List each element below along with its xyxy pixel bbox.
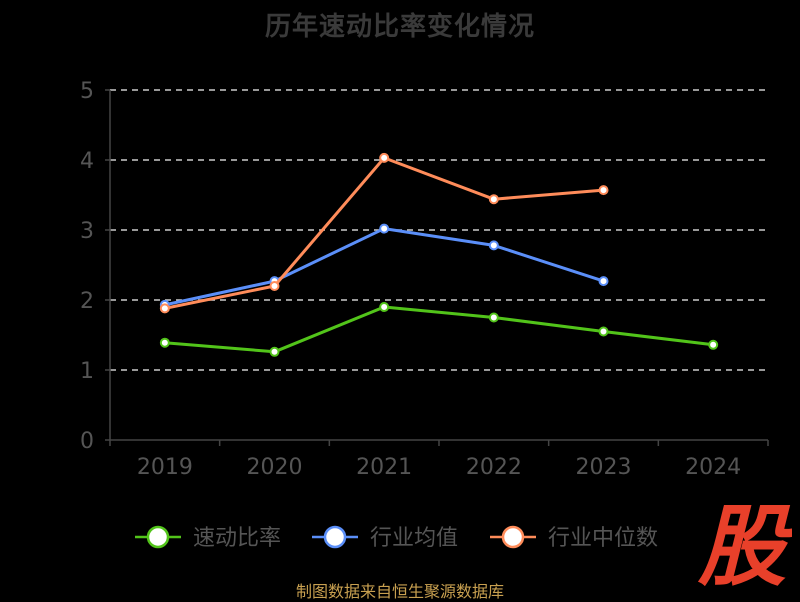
- y-tick-label: 2: [80, 289, 94, 314]
- legend-label: 行业均值: [370, 526, 458, 551]
- data-point: [379, 302, 390, 312]
- source-note: 制图数据来自恒生聚源数据库: [295, 582, 504, 601]
- chart-title: 历年速动比率变化情况: [264, 12, 535, 42]
- data-point: [488, 194, 499, 205]
- legend: 速动比率 行业均值 行业中位数: [135, 525, 658, 551]
- data-point: [598, 326, 609, 337]
- grid-lines: [110, 89, 768, 371]
- data-point: [159, 303, 170, 314]
- data-point: [488, 312, 499, 323]
- x-tick-label: 2019: [137, 455, 193, 480]
- data-point: [159, 337, 170, 348]
- data-point: [708, 339, 719, 350]
- legend-marker: [501, 525, 525, 549]
- watermark-logo: 股: [692, 495, 795, 598]
- series-line: [163, 305, 715, 354]
- data-point: [488, 240, 499, 251]
- y-tick-label: 3: [80, 219, 94, 244]
- x-tick-label: 2022: [466, 455, 522, 480]
- legend-label: 行业中位数: [548, 526, 658, 551]
- x-tick-label: 2020: [247, 455, 303, 480]
- legend-label: 速动比率: [193, 526, 281, 551]
- y-tick-label: 5: [80, 79, 94, 104]
- y-tick-label: 0: [80, 429, 94, 454]
- y-tick-label: 1: [80, 359, 94, 384]
- data-point: [379, 223, 390, 234]
- data-point: [379, 152, 390, 163]
- legend-marker: [323, 525, 347, 549]
- axes: 0 1 2 3 4 5 2019 2020 2021 2022 2023 2024: [80, 79, 769, 480]
- x-tick-label: 2021: [356, 455, 412, 480]
- legend-marker: [146, 525, 170, 549]
- data-point: [269, 281, 280, 291]
- watermark-glyph: 股: [697, 495, 792, 595]
- data-point: [598, 276, 609, 287]
- series-lines: [159, 152, 719, 357]
- data-point: [269, 346, 280, 357]
- y-tick-label: 4: [80, 149, 94, 174]
- x-tick-label: 2023: [576, 455, 632, 480]
- x-tick-label: 2024: [685, 455, 741, 480]
- data-point: [598, 185, 609, 196]
